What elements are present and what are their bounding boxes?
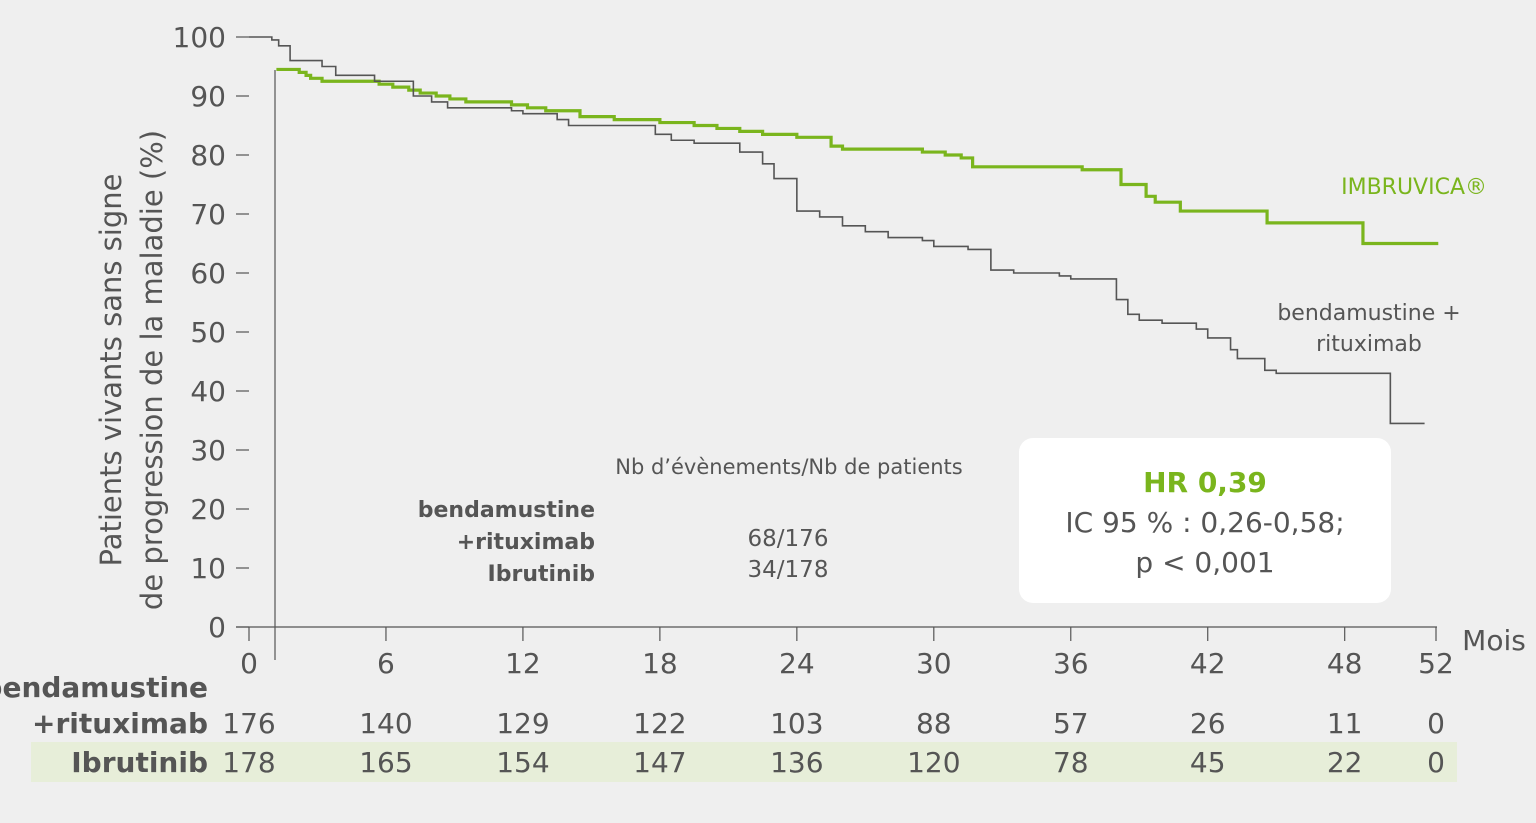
- y-tick-label: 50: [190, 316, 226, 349]
- y-tick-label: 70: [190, 198, 226, 231]
- risk-value: 147: [633, 746, 686, 779]
- events-row-name: +rituximab: [457, 530, 595, 555]
- x-tick-label: 36: [1053, 647, 1089, 680]
- risk-value: 154: [496, 746, 549, 779]
- risk-value: 11: [1327, 707, 1363, 740]
- x-tick-label: 52: [1418, 647, 1454, 680]
- risk-row-name-line2: +rituximab: [32, 707, 208, 740]
- risk-value: 57: [1053, 707, 1089, 740]
- x-axis-ticks: 0 6 12 18 24 30 36 42 48 52: [240, 627, 1454, 680]
- risk-value: 103: [770, 707, 823, 740]
- x-tick-label: 30: [916, 647, 952, 680]
- risk-value: 78: [1053, 746, 1089, 779]
- events-row-name: bendamustine: [418, 498, 595, 523]
- p-value: p < 0,001: [1135, 545, 1275, 579]
- y-tick-label: 80: [190, 139, 226, 172]
- risk-row-highlight: [31, 742, 1457, 782]
- y-tick-label: 0: [208, 611, 226, 644]
- confidence-interval: IC 95 % : 0,26-0,58;: [1065, 505, 1345, 539]
- y-axis-title-line1: Patients vivants sans signe: [94, 174, 128, 567]
- y-tick-label: 10: [190, 552, 226, 585]
- risk-value: 136: [770, 746, 823, 779]
- bendamustine-label-line1: bendamustine +: [1277, 301, 1460, 326]
- events-row-name: Ibrutinib: [488, 562, 595, 587]
- risk-value: 88: [916, 707, 952, 740]
- imbruvica-label: IMBRUVICA®: [1341, 175, 1487, 200]
- x-tick-label: 12: [505, 647, 541, 680]
- x-tick-label: 48: [1327, 647, 1363, 680]
- x-tick-label: 24: [779, 647, 815, 680]
- events-row-value: 34/178: [748, 557, 829, 583]
- x-tick-label: 6: [377, 647, 395, 680]
- y-tick-label: 40: [190, 375, 226, 408]
- hazard-ratio-title: HR 0,39: [1143, 465, 1267, 499]
- risk-row-name-line2: Ibrutinib: [71, 746, 208, 779]
- risk-value: 45: [1190, 746, 1226, 779]
- y-axis-title-line2: de progression de la maladie (%): [135, 130, 169, 610]
- risk-value: 178: [222, 746, 275, 779]
- y-tick-label: 60: [190, 257, 226, 290]
- x-tick-label: 18: [642, 647, 678, 680]
- risk-value: 140: [359, 707, 412, 740]
- x-tick-label: 0: [240, 647, 258, 680]
- risk-value: 0: [1427, 707, 1445, 740]
- y-tick-label: 30: [190, 434, 226, 467]
- y-axis-ticks: 0 10 20 30 40 50 60 70 80 90 100: [173, 21, 249, 644]
- y-tick-label: 90: [190, 80, 226, 113]
- risk-value: 22: [1327, 746, 1363, 779]
- imbruvica-survival-curve: [276, 67, 1439, 246]
- risk-value: 129: [496, 707, 549, 740]
- risk-row-name-line1: bendamustine: [0, 671, 208, 704]
- bendamustine-survival-curve: [249, 36, 1425, 425]
- series-layer: [249, 36, 1439, 425]
- y-tick-label: 20: [190, 493, 226, 526]
- events-header: Nb d’évènements/Nb de patients: [615, 455, 962, 479]
- risk-value: 0: [1427, 746, 1445, 779]
- risk-value: 26: [1190, 707, 1226, 740]
- risk-value: 122: [633, 707, 686, 740]
- y-tick-label: 100: [173, 21, 226, 54]
- bendamustine-label-line2: rituximab: [1316, 332, 1422, 357]
- events-row-value: 68/176: [748, 526, 829, 552]
- risk-values: 176 140 129 122 103 88 57 26 11 0 178 165 154 147 136 1…: [222, 707, 1445, 779]
- x-axis-title: Mois: [1462, 624, 1526, 657]
- risk-table: bendamustine +rituximab Ibrutinib 176 140…: [0, 671, 1445, 779]
- risk-value: 165: [359, 746, 412, 779]
- risk-value: 176: [222, 707, 275, 740]
- risk-value: 120: [907, 746, 960, 779]
- hazard-ratio-box: HR 0,39 IC 95 % : 0,26-0,58; p < 0,001: [1019, 438, 1391, 603]
- events-rows: bendamustine +rituximab 68/176 Ibrutinib…: [418, 498, 829, 587]
- x-tick-label: 42: [1190, 647, 1226, 680]
